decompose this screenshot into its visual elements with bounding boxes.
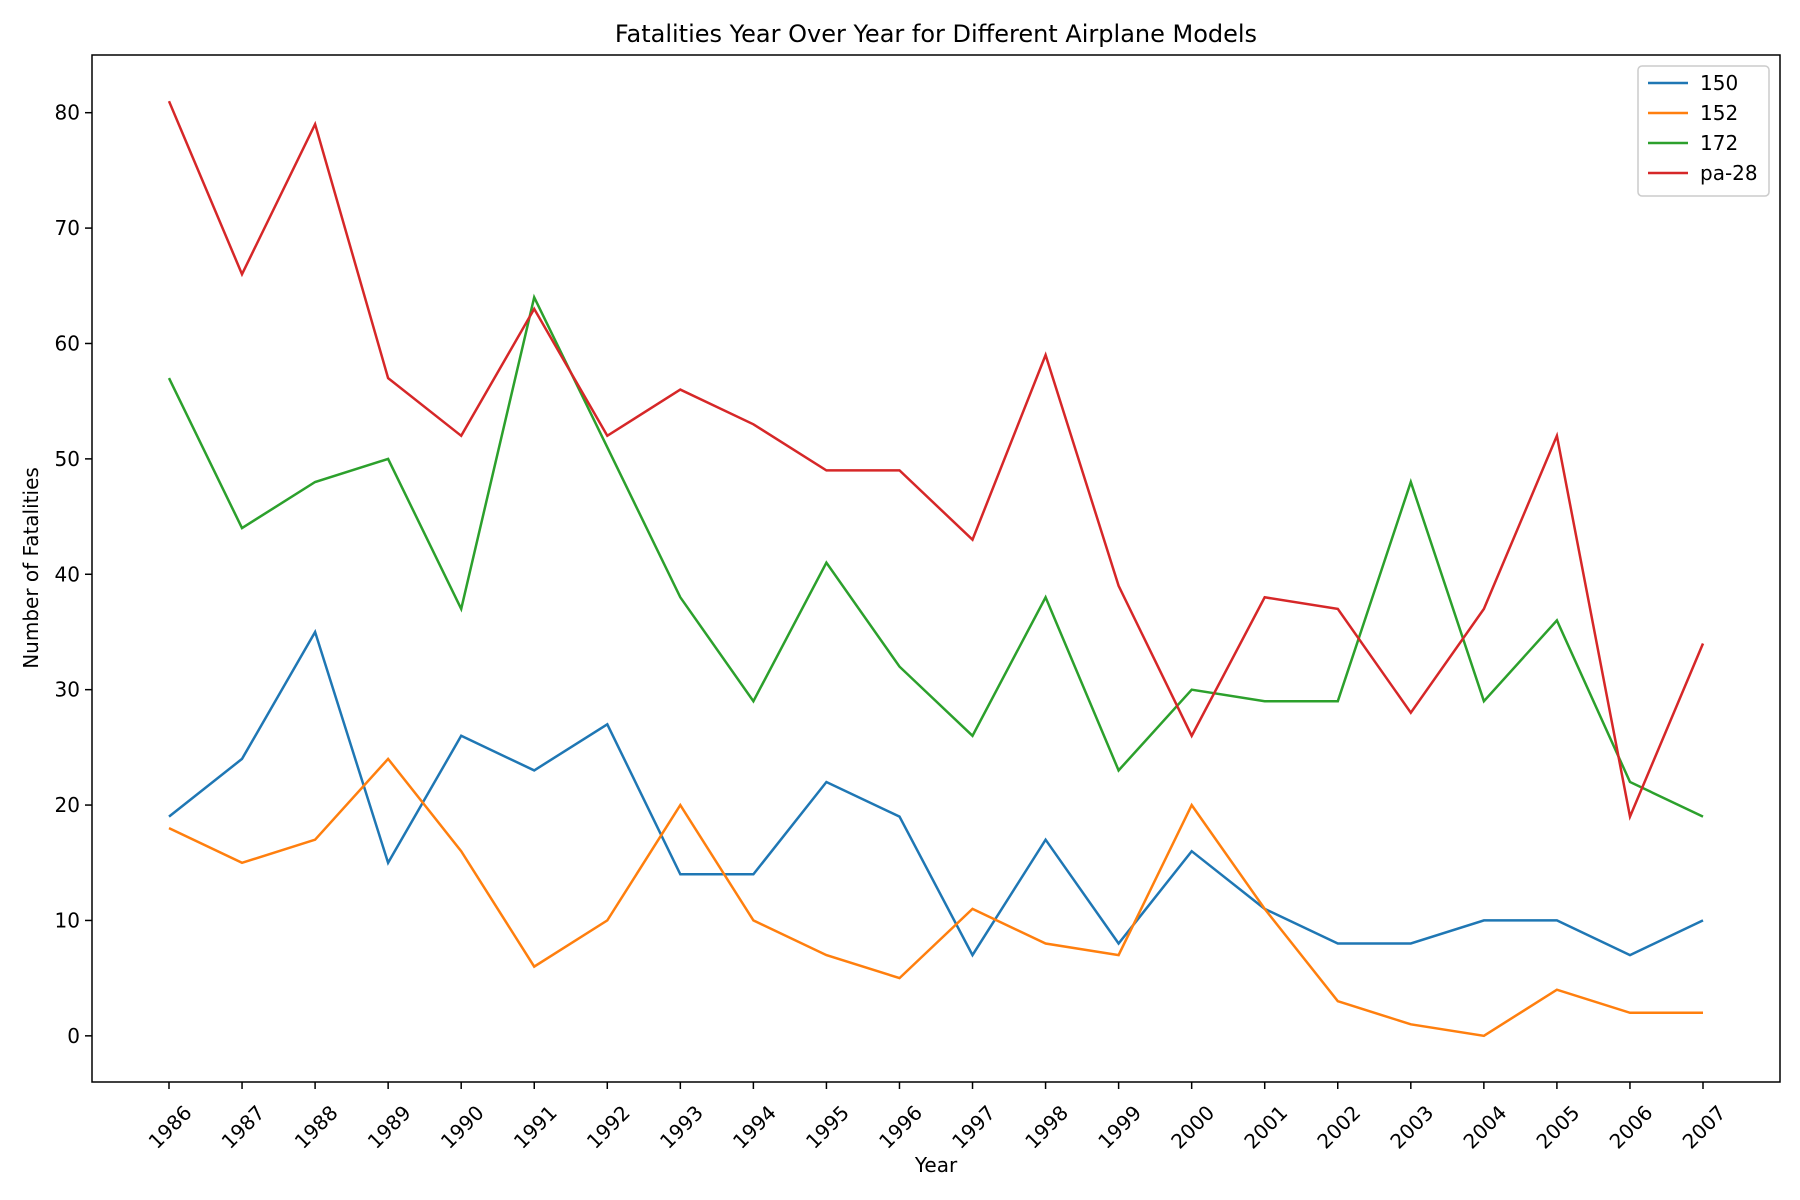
series-line-152 [168,756,1703,1038]
x-tick-label: 1995 [801,1101,854,1154]
x-tick-label: 1998 [1020,1101,1073,1154]
y-axis: 0 10 20 30 40 50 60 70 80 [55,101,92,1048]
x-tick-label: 1988 [290,1101,343,1154]
x-tick-label: 1986 [144,1101,197,1154]
plot-frame [91,54,1781,1083]
x-tick-label: 2000 [1166,1101,1219,1154]
series-line-pa-28 [167,100,1705,821]
x-tick-label: 1999 [1093,1101,1146,1154]
x-tick-label: 2001 [1239,1101,1292,1154]
x-tick-label: 2004 [1458,1101,1511,1154]
x-tick-label: 1992 [582,1101,635,1154]
y-tick-label: 70 [55,216,80,240]
series-line-150 [168,628,1704,958]
x-tick-label: 1993 [655,1101,708,1154]
y-tick-label: 50 [55,447,80,471]
x-tick-label: 1987 [217,1101,270,1154]
chart-title: Fatalities Year Over Year for Different … [615,20,1257,48]
y-tick-label: 30 [55,678,80,702]
x-tick-label: 2007 [1678,1101,1731,1154]
x-tick-label: 1997 [947,1101,1000,1154]
x-tick-label: 2003 [1385,1101,1438,1154]
x-axis-label: Year [914,1153,958,1177]
x-tick-label: 1991 [509,1101,562,1154]
legend: 150 152 172 pa-28 [1637,65,1770,197]
y-tick-label: 10 [55,908,80,932]
y-axis-label: Number of Fatalities [19,467,43,669]
y-tick-label: 60 [55,331,80,355]
y-tick-label: 0 [67,1024,80,1048]
series-lines [167,100,1705,1038]
x-tick-label: 1990 [436,1101,489,1154]
legend-label: pa-28 [1700,161,1758,185]
series-line-172 [167,293,1704,818]
x-tick-label: 1994 [728,1101,781,1154]
x-axis: 1986 1987 1988 1989 1990 1991 1992 1993 1994 1995… [144,1082,1731,1154]
y-tick-label: 80 [55,101,80,125]
x-tick-label: 1989 [363,1101,416,1154]
x-tick-label: 2005 [1531,1101,1584,1154]
legend-label: 152 [1700,101,1738,125]
legend-box [1637,65,1770,197]
legend-label: 172 [1700,131,1738,155]
y-tick-label: 40 [55,562,80,586]
y-tick-label: 20 [55,793,80,817]
legend-label: 150 [1700,71,1738,95]
x-tick-label: 1996 [874,1101,927,1154]
x-tick-label: 2002 [1312,1101,1365,1154]
x-tick-label: 2006 [1605,1101,1658,1154]
